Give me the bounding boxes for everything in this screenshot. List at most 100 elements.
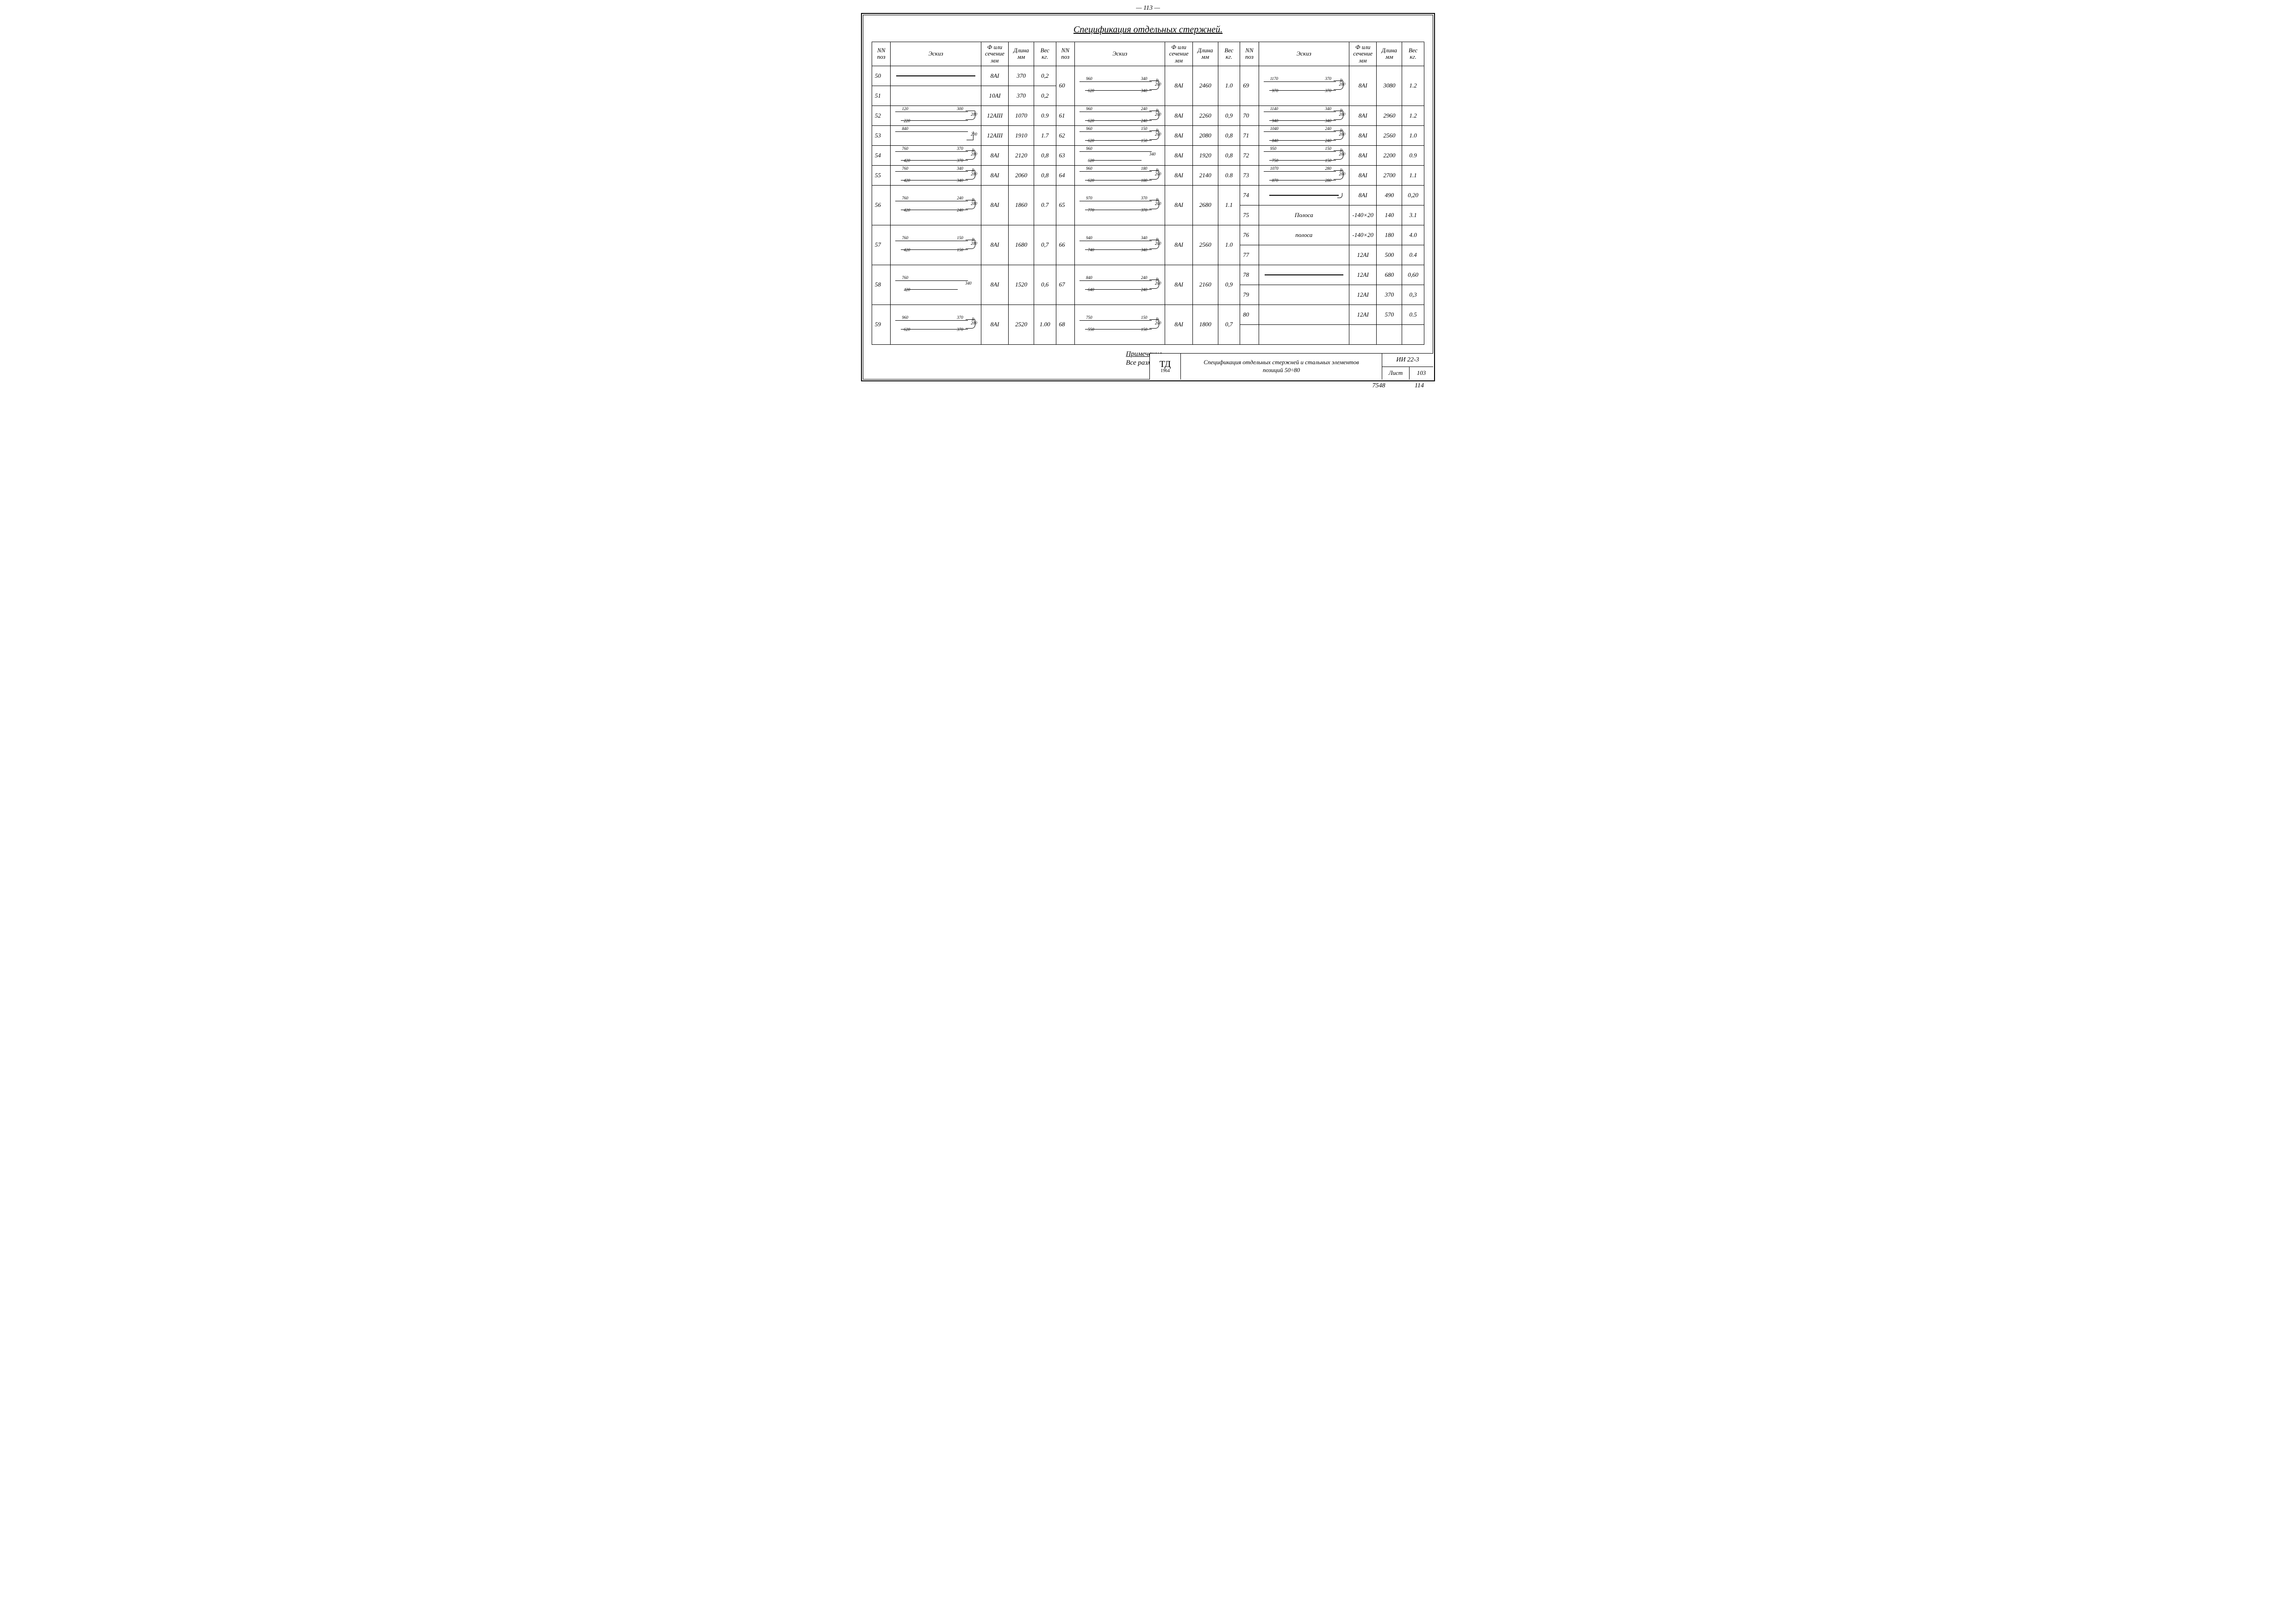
cell-length: 680 — [1377, 265, 1402, 285]
page-number-top: — 113 — — [861, 5, 1435, 12]
cell-length: 2560 — [1377, 125, 1402, 145]
header-sketch: Эскиз — [891, 42, 981, 66]
cell-pos: 76 — [1240, 225, 1259, 245]
cell-section: 8AI — [981, 225, 1009, 265]
cell-pos: 77 — [1240, 245, 1259, 265]
cell-pos: 78 — [1240, 265, 1259, 285]
cell-weight: 0,9 — [1218, 106, 1240, 125]
cell-pos: 80 — [1240, 305, 1259, 324]
cell-pos: 52 — [872, 106, 891, 125]
cell-length: 2120 — [1009, 145, 1034, 165]
cell-pos: 69 — [1240, 66, 1259, 106]
cell-length: 180 — [1377, 225, 1402, 245]
cell-sketch — [891, 86, 981, 106]
cell-length: 2520 — [1009, 305, 1034, 344]
cell-sketch: 960620340 — [1075, 145, 1165, 165]
header-pos: NNпоз — [872, 42, 891, 66]
cell-sketch — [1259, 245, 1349, 265]
cell-section: 8AI — [1349, 145, 1377, 165]
cell-pos: 65 — [1056, 185, 1074, 225]
cell-sketch: 970370770370R200 — [1075, 185, 1165, 225]
cell-sketch — [1259, 305, 1349, 324]
cell-section: 8AI — [1349, 66, 1377, 106]
header-weight: Вескг. — [1402, 42, 1424, 66]
cell-pos: 79 — [1240, 285, 1259, 305]
cell-weight: 1.0 — [1402, 125, 1424, 145]
header-pos: NNпоз — [1240, 42, 1259, 66]
cell-length: 1920 — [1192, 145, 1218, 165]
cell-weight: 1.7 — [1034, 125, 1056, 145]
cell-weight: 1.0 — [1218, 225, 1240, 265]
cell-sketch: 760420340 — [891, 265, 981, 305]
cell-length: 2060 — [1009, 165, 1034, 185]
cell-pos: 68 — [1056, 305, 1074, 344]
cell-pos: 51 — [872, 86, 891, 106]
cell-section: 8AI — [1165, 185, 1193, 225]
cell-pos: 63 — [1056, 145, 1074, 165]
cell-section: -140×20 — [1349, 225, 1377, 245]
table-header-row: NNпозЭскизФ илисечениеммДлинаммВескг.NNп… — [872, 42, 1424, 66]
cell-sketch: полоса — [1259, 225, 1349, 245]
cell-pos: 61 — [1056, 106, 1074, 125]
cell-sketch: 760240420240R200 — [891, 185, 981, 225]
cell-weight: 0.7 — [1034, 185, 1056, 225]
cell-weight: 0.8 — [1218, 165, 1240, 185]
cell-weight: 0,6 — [1034, 265, 1056, 305]
cell-length: 2960 — [1377, 106, 1402, 125]
cell-length: 570 — [1377, 305, 1402, 324]
cell-length: 370 — [1377, 285, 1402, 305]
organization-name: ТД — [1160, 360, 1171, 369]
cell-weight: 1.00 — [1034, 305, 1056, 344]
table-row: 56760240420240R2008AI18600.7659703707703… — [872, 185, 1424, 205]
header-pos: NNпоз — [1056, 42, 1074, 66]
cell-length: 140 — [1377, 205, 1402, 225]
cell-length: 2200 — [1377, 145, 1402, 165]
cell-sketch: 760150420150R200 — [891, 225, 981, 265]
cell-weight: 0.9 — [1034, 106, 1056, 125]
cell-length: 1680 — [1009, 225, 1034, 265]
cell-pos: 62 — [1056, 125, 1074, 145]
cell-section: 8AI — [981, 305, 1009, 344]
table-row: 59960370620370R2008AI25201.0068750150550… — [872, 305, 1424, 324]
cell-length: 490 — [1377, 185, 1402, 205]
cell-pos: 70 — [1240, 106, 1259, 125]
header-section: Ф илисечениемм — [1349, 42, 1377, 66]
cell-sketch: 960240620240R200 — [1075, 106, 1165, 125]
header-length: Длинамм — [1009, 42, 1034, 66]
cell-sketch: 1140340940340R200 — [1259, 106, 1349, 125]
cell-section: 8AI — [981, 145, 1009, 165]
cell-section: 8AI — [1165, 125, 1193, 145]
cell-sketch: 960180620180R200 — [1075, 165, 1165, 185]
inner-frame: Спецификация отдельных стержней. NNпозЭс… — [863, 15, 1433, 379]
cell-weight: 0,8 — [1034, 145, 1056, 165]
outer-frame: Спецификация отдельных стержней. NNпозЭс… — [861, 13, 1435, 381]
description-line-2: позиций 50÷80 — [1204, 367, 1359, 374]
cell-section: 8AI — [1349, 165, 1377, 185]
title-block: ТД 1964 Спецификация отдельных стержней … — [1149, 353, 1433, 379]
footer-number-left: 7548 — [1373, 382, 1385, 389]
header-section: Ф илисечениемм — [1165, 42, 1193, 66]
cell-length: 1860 — [1009, 185, 1034, 225]
header-section: Ф илисечениемм — [981, 42, 1009, 66]
cell-section: 12AI — [1349, 305, 1377, 324]
cell-section: 12AI — [1349, 245, 1377, 265]
cell-sketch: 960340620340R200 — [1075, 66, 1165, 106]
cell-pos: 72 — [1240, 145, 1259, 165]
cell-length: 2460 — [1192, 66, 1218, 106]
cell-section: 12AIII — [981, 125, 1009, 145]
cell-pos: 75 — [1240, 205, 1259, 225]
header-sketch: Эскиз — [1259, 42, 1349, 66]
cell-length: 370 — [1009, 86, 1034, 106]
cell-section: 8AI — [981, 165, 1009, 185]
cell-length: 2260 — [1192, 106, 1218, 125]
drawing-code: ИИ 22-3 — [1382, 354, 1433, 367]
cell-pos: 59 — [872, 305, 891, 344]
table-row: 508AI3700,260960340620340R2008AI24601.06… — [872, 66, 1424, 86]
cell-weight: 0.5 — [1402, 305, 1424, 324]
cell-section: 12AI — [1349, 265, 1377, 285]
header-sketch: Эскиз — [1075, 42, 1165, 66]
cell-weight: 0,9 — [1218, 265, 1240, 305]
cell-pos: 73 — [1240, 165, 1259, 185]
cell-section: 8AI — [1165, 66, 1193, 106]
cell-weight: 0,2 — [1034, 66, 1056, 86]
